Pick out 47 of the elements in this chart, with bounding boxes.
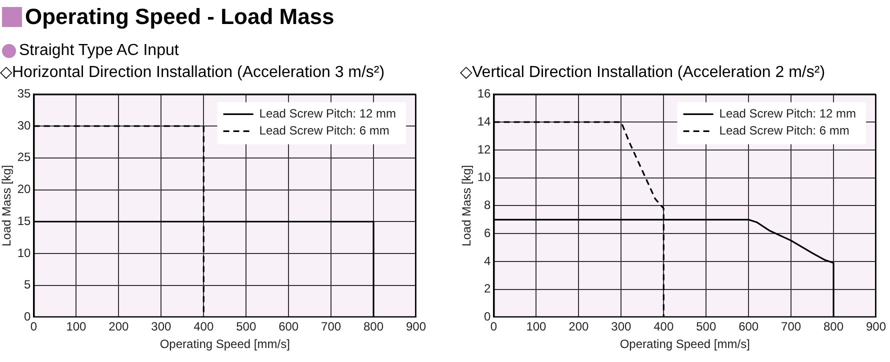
y-axis-title: Load Mass [kg] (460, 165, 474, 246)
y-tick-label: 14 (477, 114, 492, 128)
x-tick-label: 800 (824, 320, 844, 334)
legend-label: Lead Screw Pitch: 12 mm (259, 106, 396, 121)
x-tick-label: 500 (696, 320, 716, 334)
x-tick-label: 300 (151, 320, 172, 334)
x-tick-label: 400 (194, 320, 214, 334)
y-tick-label: 0 (484, 310, 492, 324)
x-tick-label: 100 (66, 320, 87, 334)
x-axis-title: Operating Speed [mm/s] (160, 337, 290, 352)
x-tick-label: 900 (406, 320, 426, 334)
y-tick-label: 5 (24, 278, 32, 292)
x-tick-label: 700 (781, 320, 802, 334)
y-tick-label: 30 (17, 118, 32, 132)
x-tick-label: 800 (364, 320, 384, 334)
y-tick-label: 15 (17, 214, 32, 228)
y-tick-label: 6 (484, 226, 492, 240)
x-tick-label: 300 (611, 320, 632, 334)
text: Operating Speed - Load Mass (25, 4, 334, 30)
y-tick-label: 0 (24, 310, 32, 324)
x-tick-label: 700 (321, 320, 342, 334)
y-tick-label: 10 (17, 246, 32, 260)
y-tick-label: 35 (17, 86, 32, 101)
x-tick-label: 200 (568, 320, 590, 334)
x-tick-label: 600 (738, 320, 759, 334)
y-tick-label: 10 (477, 170, 492, 184)
y-axis-title: Load Mass [kg] (0, 165, 14, 246)
chart-title: ◇Horizontal Direction Installation (Acceleration 3 m/s²) (0, 63, 386, 83)
chart-title: ◇Vertical Direction Installation (Acceleration 2 m/s²) (460, 63, 826, 83)
text: Straight Type AC Input (19, 42, 179, 60)
x-tick-label: 500 (236, 320, 256, 334)
x-tick-label: 200 (108, 320, 130, 334)
y-tick-label: 12 (477, 142, 492, 156)
x-axis-title: Operating Speed [mm/s] (620, 337, 750, 352)
y-tick-label: 16 (477, 86, 492, 101)
y-tick-label: 25 (17, 150, 32, 164)
x-tick-label: 600 (278, 320, 299, 334)
x-tick-label: 100 (526, 320, 547, 334)
y-tick-label: 20 (17, 182, 32, 196)
legend-label: Lead Screw Pitch: 6 mm (719, 124, 850, 138)
y-tick-label: 8 (484, 198, 492, 212)
x-tick-label: 900 (866, 320, 886, 334)
legend-label: Lead Screw Pitch: 6 mm (259, 124, 390, 138)
y-tick-label: 2 (484, 282, 492, 296)
y-tick-label: 4 (484, 254, 492, 268)
x-tick-label: 400 (654, 320, 674, 334)
legend-label: Lead Screw Pitch: 12 mm (719, 106, 856, 121)
